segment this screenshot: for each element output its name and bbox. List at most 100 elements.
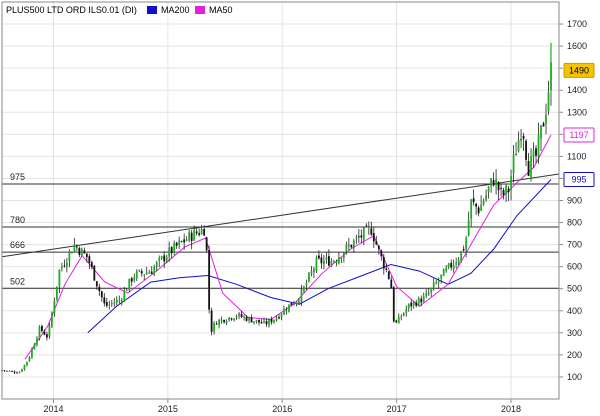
ma50-line bbox=[24, 134, 552, 360]
legend-label-ma200: MA200 bbox=[161, 5, 190, 15]
x-tick-label: 2015 bbox=[158, 404, 178, 414]
candle-body bbox=[537, 134, 540, 157]
candle-body bbox=[303, 286, 305, 292]
candle-body bbox=[143, 274, 146, 276]
candle-body bbox=[520, 139, 522, 141]
candle-body bbox=[255, 319, 258, 322]
candle-body bbox=[78, 248, 81, 255]
candle-body bbox=[21, 369, 23, 372]
candle-body bbox=[203, 229, 206, 236]
candle-body bbox=[402, 313, 405, 316]
level-label: 780 bbox=[10, 215, 25, 225]
candle-body bbox=[18, 372, 21, 374]
y-tick-label: 400 bbox=[567, 306, 582, 316]
candle-body bbox=[120, 299, 123, 301]
legend: PLUS500 LTD ORD ILS0.01 (DI) MA200 MA50 bbox=[6, 5, 233, 15]
candle-body bbox=[275, 318, 278, 321]
candle-body bbox=[445, 268, 448, 272]
candle-body bbox=[315, 257, 318, 271]
value-badge bbox=[563, 127, 595, 143]
candle-body bbox=[470, 199, 473, 219]
candle-body bbox=[160, 256, 163, 259]
candle-body bbox=[11, 371, 13, 373]
candle-body bbox=[13, 371, 16, 373]
y-tick-label: 1400 bbox=[567, 85, 587, 95]
candle-body bbox=[350, 244, 353, 248]
candle-body bbox=[367, 226, 370, 228]
level-label: 975 bbox=[10, 172, 25, 182]
candle-body bbox=[285, 310, 288, 312]
candle-body bbox=[6, 370, 8, 372]
candle-body bbox=[90, 262, 93, 268]
candle-body bbox=[230, 318, 233, 320]
candle-body bbox=[290, 302, 293, 306]
candle-body bbox=[265, 321, 268, 325]
candle-body bbox=[460, 251, 463, 262]
candle-body bbox=[65, 262, 68, 268]
candle-body bbox=[542, 123, 545, 127]
candle-body bbox=[497, 182, 500, 191]
candle-body bbox=[455, 262, 458, 265]
candle-body bbox=[83, 250, 86, 254]
candle-body bbox=[163, 255, 166, 262]
candle-body bbox=[60, 266, 63, 269]
candle-body bbox=[527, 160, 530, 176]
candle-body bbox=[365, 225, 368, 227]
candle-body bbox=[140, 271, 143, 274]
candle-body bbox=[410, 302, 413, 307]
value-badge-label: 1197 bbox=[569, 130, 588, 140]
candle-body bbox=[183, 239, 186, 243]
y-tick-label: 1100 bbox=[567, 151, 586, 161]
candle-body bbox=[417, 298, 420, 306]
candle-body bbox=[335, 261, 338, 263]
candle-body bbox=[185, 239, 188, 241]
x-tick-label: 2018 bbox=[501, 404, 521, 414]
candle-body bbox=[200, 228, 203, 235]
candle-body bbox=[105, 302, 108, 306]
y-tick-label: 1700 bbox=[567, 19, 587, 29]
candle-body bbox=[195, 231, 198, 234]
candle-body bbox=[46, 334, 48, 338]
candle-body bbox=[208, 250, 211, 310]
candle-body bbox=[108, 304, 111, 306]
candle-body bbox=[495, 179, 497, 186]
candle-body bbox=[228, 317, 230, 321]
candle-body bbox=[188, 231, 191, 241]
candle-body bbox=[33, 344, 36, 350]
candle-body bbox=[465, 238, 468, 250]
value-badges: 1490 1197 995 bbox=[563, 62, 595, 188]
candle-body bbox=[323, 260, 325, 265]
candle-body bbox=[75, 246, 78, 248]
candle-body bbox=[148, 272, 151, 274]
candle-body bbox=[243, 316, 245, 318]
candle-body bbox=[3, 370, 6, 372]
candle-body bbox=[260, 322, 263, 324]
candle-body bbox=[435, 282, 438, 284]
candle-body bbox=[395, 320, 398, 323]
candle-body bbox=[70, 252, 73, 254]
candle-body bbox=[48, 325, 51, 337]
candle-body bbox=[522, 135, 525, 139]
candle-body bbox=[168, 247, 171, 257]
value-badge-label: 995 bbox=[571, 175, 586, 185]
candle-body bbox=[430, 288, 433, 293]
candle-body bbox=[220, 319, 223, 321]
candle-body bbox=[385, 268, 388, 271]
candle-body bbox=[330, 260, 333, 266]
candle-body bbox=[130, 278, 133, 282]
candle-body bbox=[133, 277, 136, 281]
candle-body bbox=[415, 302, 418, 306]
candle-body bbox=[412, 302, 415, 306]
candle-body bbox=[150, 271, 153, 274]
candle-body bbox=[173, 242, 176, 253]
candle-body bbox=[53, 301, 56, 314]
candle-body bbox=[93, 265, 96, 281]
candle-body bbox=[447, 263, 450, 268]
candle-body bbox=[110, 302, 113, 304]
candle-body bbox=[530, 156, 532, 180]
candle-body bbox=[273, 319, 275, 323]
candle-body bbox=[405, 308, 408, 314]
candle-body bbox=[225, 321, 228, 323]
candle-body bbox=[278, 316, 280, 319]
